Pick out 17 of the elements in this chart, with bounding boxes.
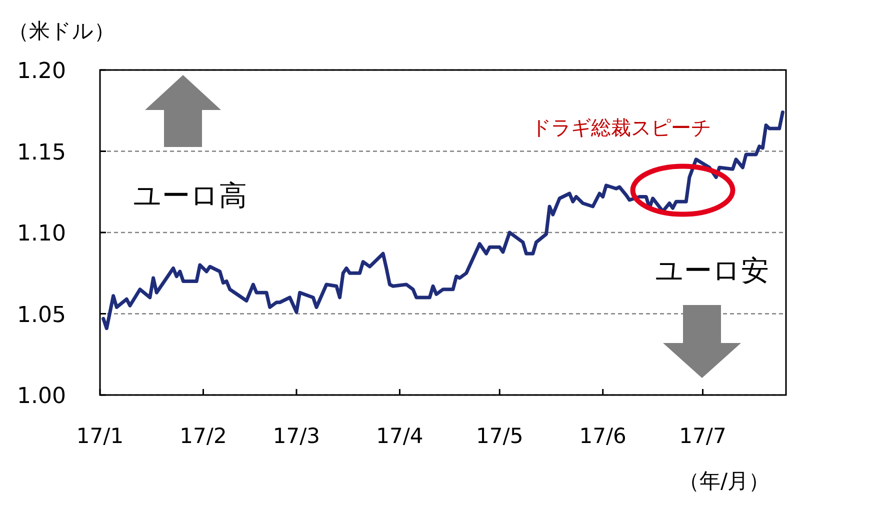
y-tick-label: 1.15 <box>17 140 66 166</box>
x-axis-title: （年/月） <box>678 469 770 493</box>
x-tick-label: 17/7 <box>679 424 726 448</box>
x-tick-label: 17/4 <box>376 424 424 448</box>
y-tick-label: 1.05 <box>17 302 66 328</box>
y-tick-label: 1.10 <box>17 222 66 246</box>
x-tick-label: 17/5 <box>476 424 524 448</box>
y-tick-label: 1.20 <box>17 59 66 84</box>
x-tick-label: 17/2 <box>180 424 227 448</box>
x-tick-label: 17/1 <box>76 424 124 448</box>
x-tick-label: 17/6 <box>579 424 626 448</box>
annotation: ユーロ高 <box>133 179 247 212</box>
annotation: ユーロ安 <box>655 254 769 287</box>
x-tick-label: 17/3 <box>272 424 320 448</box>
y-tick-label: 1.00 <box>17 384 66 409</box>
annotation: ドラギ総裁スピーチ <box>530 115 711 140</box>
y-axis-title: （米ドル） <box>8 19 115 43</box>
